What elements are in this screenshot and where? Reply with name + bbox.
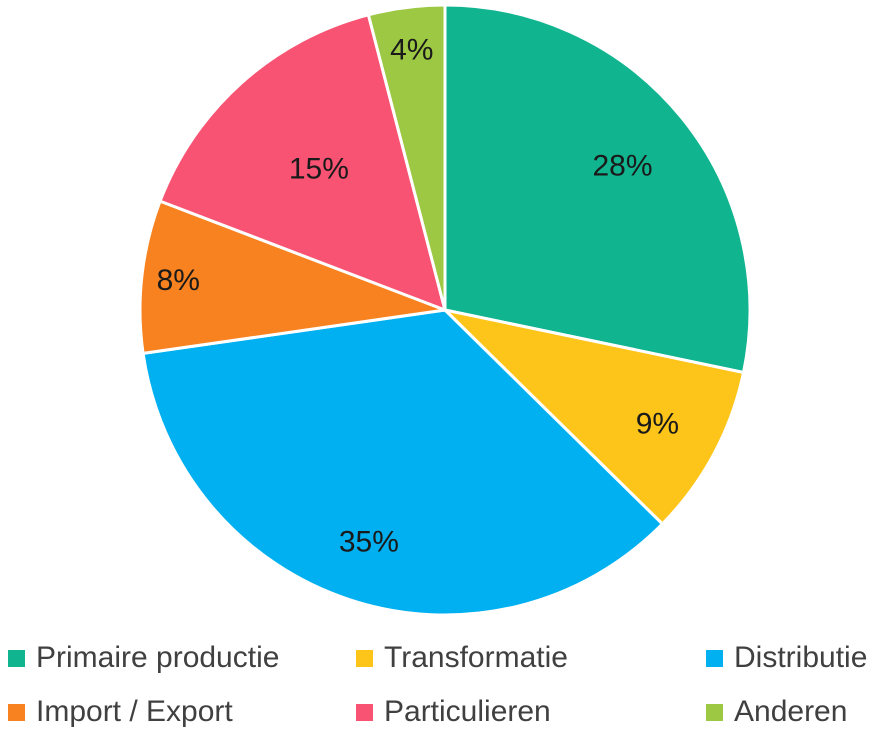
- data-label-particulieren: 15%: [289, 153, 349, 186]
- legend-swatch: [356, 703, 373, 721]
- pie-slices: [138, 3, 752, 617]
- pie-data-labels: 28% 9% 35% 8% 15% 4%: [157, 33, 679, 558]
- legend-label: Primaire productie: [36, 641, 280, 674]
- pie-slice-anderen: [366, 3, 447, 312]
- legend-item-import-export: Import / Export: [8, 692, 233, 732]
- legend-item-particulieren: Particulieren: [356, 692, 551, 732]
- legend-swatch: [706, 649, 723, 667]
- legend-item-primaire-productie: Primaire productie: [8, 638, 279, 678]
- legend-swatch: [8, 649, 25, 667]
- legend-item-anderen: Anderen: [706, 692, 847, 732]
- legend-item-distributie: Distributie: [706, 638, 867, 678]
- data-label-import-export: 8%: [157, 264, 200, 297]
- legend-swatch: [356, 649, 373, 667]
- legend-label: Particulieren: [384, 695, 551, 728]
- legend-label: Distributie: [734, 641, 868, 674]
- data-label-distributie: 35%: [339, 525, 399, 558]
- pie-slice-particulieren: [158, 13, 447, 312]
- pie-slice-primaire-productie: [443, 3, 752, 374]
- legend-swatch: [8, 703, 25, 721]
- legend-label: Import / Export: [36, 695, 233, 728]
- pie-chart: 28% 9% 35% 8% 15% 4%: [138, 3, 752, 617]
- pie-slice-distributie: [141, 308, 664, 617]
- data-label-primaire-productie: 28%: [592, 149, 652, 182]
- legend-label: Transformatie: [384, 641, 568, 674]
- pie-slice-transformatie: [443, 308, 746, 526]
- legend-swatch: [706, 703, 723, 721]
- legend-label: Anderen: [734, 695, 848, 728]
- legend: Primaire productie Transformatie Distrib…: [0, 636, 896, 736]
- pie-slice-import-export: [138, 199, 447, 355]
- legend-item-transformatie: Transformatie: [356, 638, 568, 678]
- data-label-transformatie: 9%: [636, 407, 679, 440]
- data-label-anderen: 4%: [390, 33, 433, 66]
